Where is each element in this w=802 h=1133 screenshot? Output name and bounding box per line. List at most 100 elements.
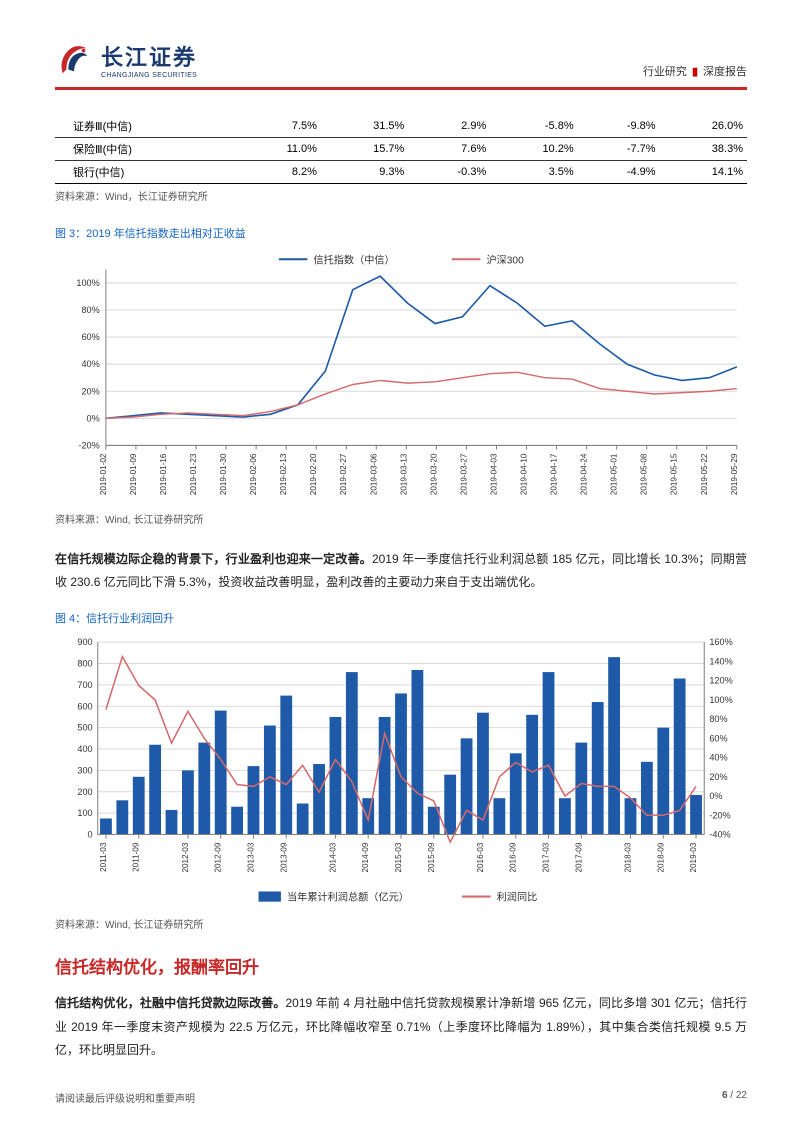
svg-text:-40%: -40% bbox=[709, 830, 730, 840]
table-cell: -9.8% bbox=[578, 115, 660, 138]
svg-text:2013-03: 2013-03 bbox=[246, 842, 255, 872]
svg-text:160%: 160% bbox=[709, 638, 732, 648]
table-cell: 2.9% bbox=[408, 115, 490, 138]
svg-text:500: 500 bbox=[77, 723, 92, 733]
fig4-chart: 0100200300400500600700800900-40%-20%0%20… bbox=[55, 632, 747, 912]
svg-text:2019-03-06: 2019-03-06 bbox=[369, 453, 378, 495]
table-row: 银行(中信)8.2%9.3%-0.3%3.5%-4.9%14.1% bbox=[55, 161, 747, 184]
section-para-bold: 信托结构优化，社融中信托贷款边际改善。 bbox=[55, 996, 286, 1010]
svg-text:140%: 140% bbox=[709, 657, 732, 667]
table-row: 证券Ⅲ(中信)7.5%31.5%2.9%-5.8%-9.8%26.0% bbox=[55, 115, 747, 138]
svg-text:2011-09: 2011-09 bbox=[132, 842, 141, 872]
svg-text:2013-09: 2013-09 bbox=[279, 842, 288, 872]
svg-text:600: 600 bbox=[77, 702, 92, 712]
svg-text:100: 100 bbox=[77, 808, 92, 818]
fig3-chart: -20%0%20%40%60%80%100%2019-01-022019-01-… bbox=[55, 247, 747, 507]
fig4-title: 图 4：信托行业利润回升 bbox=[55, 610, 747, 626]
page-footer: 请阅读最后评级说明和重要声明 6 / 22 bbox=[55, 1090, 747, 1105]
svg-text:2014-03: 2014-03 bbox=[328, 842, 337, 872]
svg-text:沪深300: 沪深300 bbox=[486, 253, 524, 266]
svg-text:2019-05-15: 2019-05-15 bbox=[670, 453, 679, 495]
svg-text:2018-03: 2018-03 bbox=[623, 842, 632, 872]
logo-text-en: CHANGJIANG SECURITIES bbox=[101, 72, 197, 79]
section-para: 信托结构优化，社融中信托贷款边际改善。2019 年前 4 月社融中信托贷款规模累… bbox=[55, 992, 747, 1062]
table-cell: -5.8% bbox=[490, 115, 577, 138]
svg-text:300: 300 bbox=[77, 766, 92, 776]
svg-text:80%: 80% bbox=[709, 714, 727, 724]
svg-text:利润同比: 利润同比 bbox=[497, 891, 538, 904]
svg-text:信托指数（中信）: 信托指数（中信） bbox=[313, 253, 394, 266]
svg-text:2016-03: 2016-03 bbox=[476, 842, 485, 872]
svg-text:2019-01-16: 2019-01-16 bbox=[159, 453, 168, 495]
svg-text:900: 900 bbox=[77, 638, 92, 648]
svg-text:2015-09: 2015-09 bbox=[427, 842, 436, 872]
logo-text-cn: 长江证券 bbox=[101, 40, 197, 72]
svg-text:700: 700 bbox=[77, 680, 92, 690]
svg-text:-20%: -20% bbox=[78, 440, 99, 450]
fig3-source: 资料来源：Wind, 长江证券研究所 bbox=[55, 511, 747, 526]
performance-table: 证券Ⅲ(中信)7.5%31.5%2.9%-5.8%-9.8%26.0%保险Ⅲ(中… bbox=[55, 115, 747, 184]
fig4-source: 资料来源：Wind, 长江证券研究所 bbox=[55, 916, 747, 931]
svg-text:800: 800 bbox=[77, 659, 92, 669]
table-source: 资料来源：Wind，长江证券研究所 bbox=[55, 188, 747, 203]
svg-text:20%: 20% bbox=[709, 772, 727, 782]
svg-text:60%: 60% bbox=[709, 734, 727, 744]
svg-text:2019-04-17: 2019-04-17 bbox=[550, 453, 559, 495]
table-cell: 8.2% bbox=[235, 161, 321, 184]
svg-text:80%: 80% bbox=[81, 305, 99, 315]
svg-text:2019-03-13: 2019-03-13 bbox=[399, 453, 408, 495]
table-cell: -7.7% bbox=[578, 138, 660, 161]
paragraph-1: 在信托规模边际企稳的背景下，行业盈利也迎来一定改善。2019 年一季度信托行业利… bbox=[55, 548, 747, 595]
svg-text:2019-04-03: 2019-04-03 bbox=[489, 453, 498, 495]
svg-text:2019-02-06: 2019-02-06 bbox=[249, 453, 258, 495]
svg-text:2019-05-29: 2019-05-29 bbox=[730, 453, 739, 495]
page-number: 6 / 22 bbox=[722, 1090, 747, 1105]
svg-text:2018-09: 2018-09 bbox=[656, 842, 665, 872]
company-logo-icon bbox=[55, 41, 93, 79]
svg-text:60%: 60% bbox=[81, 332, 99, 342]
table-cell: 银行(中信) bbox=[55, 161, 235, 184]
table-cell: 11.0% bbox=[235, 138, 321, 161]
svg-text:2016-09: 2016-09 bbox=[509, 842, 518, 872]
table-cell: 15.7% bbox=[321, 138, 408, 161]
fig3-title: 图 3：2019 年信托指数走出相对正收益 bbox=[55, 225, 747, 241]
svg-text:2019-04-24: 2019-04-24 bbox=[580, 453, 589, 495]
header-cat-a: 行业研究 bbox=[643, 63, 687, 79]
svg-text:100%: 100% bbox=[709, 695, 732, 705]
table-cell: 7.6% bbox=[408, 138, 490, 161]
svg-text:2019-03-27: 2019-03-27 bbox=[459, 453, 468, 495]
svg-text:2012-09: 2012-09 bbox=[214, 842, 223, 872]
svg-text:0: 0 bbox=[88, 830, 93, 840]
table-cell: 9.3% bbox=[321, 161, 408, 184]
svg-text:2019-03-20: 2019-03-20 bbox=[429, 453, 438, 495]
svg-text:2019-02-27: 2019-02-27 bbox=[339, 453, 348, 495]
table-cell: 3.5% bbox=[490, 161, 577, 184]
svg-text:400: 400 bbox=[77, 744, 92, 754]
table-cell: 38.3% bbox=[660, 138, 747, 161]
table-row: 保险Ⅲ(中信)11.0%15.7%7.6%10.2%-7.7%38.3% bbox=[55, 138, 747, 161]
svg-text:2015-03: 2015-03 bbox=[394, 842, 403, 872]
svg-text:2012-03: 2012-03 bbox=[181, 842, 190, 872]
svg-text:-20%: -20% bbox=[709, 811, 730, 821]
svg-text:40%: 40% bbox=[81, 359, 99, 369]
table-cell: 7.5% bbox=[235, 115, 321, 138]
table-cell: -0.3% bbox=[408, 161, 490, 184]
section-title: 信托结构优化，报酬率回升 bbox=[55, 953, 747, 978]
svg-text:2019-03: 2019-03 bbox=[689, 842, 698, 872]
svg-text:2019-05-08: 2019-05-08 bbox=[640, 453, 649, 495]
para1-bold: 在信托规模边际企稳的背景下，行业盈利也迎来一定改善。 bbox=[55, 552, 372, 566]
table-cell: 证券Ⅲ(中信) bbox=[55, 115, 235, 138]
table-cell: 26.0% bbox=[660, 115, 747, 138]
footer-disclaimer: 请阅读最后评级说明和重要声明 bbox=[55, 1090, 195, 1105]
svg-text:2014-09: 2014-09 bbox=[361, 842, 370, 872]
table-cell: 14.1% bbox=[660, 161, 747, 184]
table-cell: 保险Ⅲ(中信) bbox=[55, 138, 235, 161]
table-cell: -4.9% bbox=[578, 161, 660, 184]
page-header: 长江证券 CHANGJIANG SECURITIES 行业研究 ▮ 深度报告 bbox=[55, 40, 747, 79]
header-divider bbox=[55, 87, 747, 90]
svg-text:2019-05-22: 2019-05-22 bbox=[700, 453, 709, 495]
header-category: 行业研究 ▮ 深度报告 bbox=[643, 63, 747, 79]
table-cell: 31.5% bbox=[321, 115, 408, 138]
svg-text:2019-02-13: 2019-02-13 bbox=[279, 453, 288, 495]
logo: 长江证券 CHANGJIANG SECURITIES bbox=[55, 40, 197, 79]
